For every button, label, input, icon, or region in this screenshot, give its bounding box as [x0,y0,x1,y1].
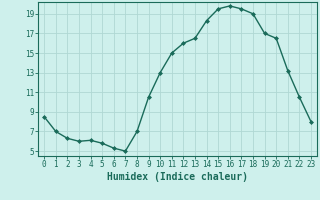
X-axis label: Humidex (Indice chaleur): Humidex (Indice chaleur) [107,172,248,182]
